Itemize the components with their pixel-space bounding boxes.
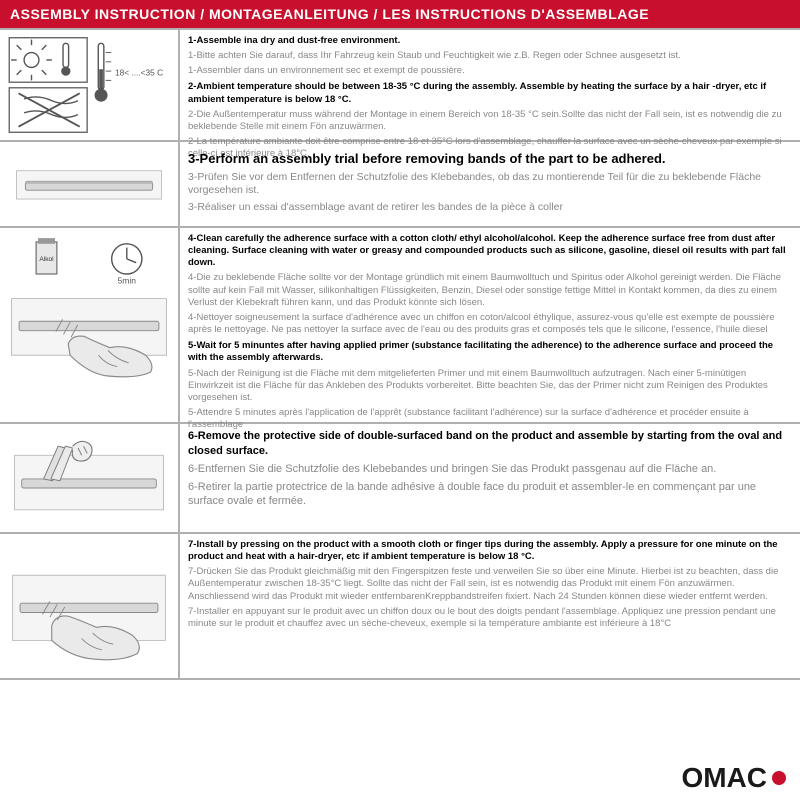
step-line: 2-Die Außentemperatur muss während der M… xyxy=(188,109,792,133)
step-bold: 5-Wait for 5 minuntes after having appli… xyxy=(188,340,773,363)
footer-brand: OMAC xyxy=(681,762,786,794)
illustration-cell xyxy=(0,534,180,678)
instruction-text: 1-Assemble ina dry and dust-free environ… xyxy=(180,30,800,140)
step-bold: 1-Assemble ina dry and dust-free environ… xyxy=(188,35,400,46)
brand-dot-icon xyxy=(772,771,786,785)
header-title: ASSEMBLY INSTRUCTION / MONTAGEANLEITUNG … xyxy=(10,6,649,22)
header-bar: ASSEMBLY INSTRUCTION / MONTAGEANLEITUNG … xyxy=(0,0,800,30)
step-line: 3-Réaliser un essai d'assemblage avant d… xyxy=(188,201,792,214)
instruction-row: 18< ....<35 C 1-Assemble ina dry and dus… xyxy=(0,30,800,142)
instruction-rows: 18< ....<35 C 1-Assemble ina dry and dus… xyxy=(0,30,800,680)
instruction-row: Alkol 5min 4-Clean carefully the adheren… xyxy=(0,228,800,424)
step-bold: 2-Ambient temperature should be between … xyxy=(188,81,766,104)
illustration-cell: 18< ....<35 C xyxy=(0,30,180,140)
illustration-cell xyxy=(0,142,180,226)
instruction-text: 7-Install by pressing on the product wit… xyxy=(180,534,800,678)
step-line: 6-Retirer la partie protectrice de la ba… xyxy=(188,480,792,510)
step-line: 7-Installer en appuyant sur le produit a… xyxy=(188,606,792,630)
instruction-text: 4-Clean carefully the adherence surface … xyxy=(180,228,800,422)
step-line: 4-Nettoyer soigneusement la surface d'ad… xyxy=(188,312,792,336)
peel-tape-icon xyxy=(4,428,174,528)
step-line: 1-Bitte achten Sie darauf, dass Ihr Fahr… xyxy=(188,50,792,62)
step-bold: 6-Remove the protective side of double-s… xyxy=(188,430,782,457)
trial-fit-icon xyxy=(4,146,174,222)
step-bold: 3-Perform an assembly trial before remov… xyxy=(188,151,666,166)
press-install-icon xyxy=(4,538,174,674)
svg-text:5min: 5min xyxy=(118,275,137,285)
instruction-text: 6-Remove the protective side of double-s… xyxy=(180,424,800,532)
step-bold: 7-Install by pressing on the product wit… xyxy=(188,539,778,562)
cleaning-icon: Alkol 5min xyxy=(4,232,174,418)
brand-text: OMAC xyxy=(681,762,767,794)
step-bold: 4-Clean carefully the adherence surface … xyxy=(188,233,786,268)
step-line: 1-Assembler dans un environnement sec et… xyxy=(188,65,792,77)
illustration-cell: Alkol 5min xyxy=(0,228,180,422)
step-line: 3-Prüfen Sie vor dem Entfernen der Schut… xyxy=(188,171,792,198)
instruction-row: 7-Install by pressing on the product wit… xyxy=(0,534,800,680)
step-line: 5-Nach der Reinigung ist die Fläche mit … xyxy=(188,368,792,404)
step-line: 4-Die zu beklebende Fläche sollte vor de… xyxy=(188,272,792,308)
instruction-row: 6-Remove the protective side of double-s… xyxy=(0,424,800,534)
temperature-sun-icon: 18< ....<35 C xyxy=(4,34,174,136)
step-line: 6-Entfernen Sie die Schutzfolie des Kleb… xyxy=(188,462,792,477)
instruction-row: 3-Perform an assembly trial before remov… xyxy=(0,142,800,228)
svg-text:18< ....<35 C: 18< ....<35 C xyxy=(115,68,163,78)
instruction-text: 3-Perform an assembly trial before remov… xyxy=(180,142,800,226)
step-line: 7-Drücken Sie das Produkt gleichmäßig mi… xyxy=(188,566,792,602)
svg-text:Alkol: Alkol xyxy=(39,256,54,263)
illustration-cell xyxy=(0,424,180,532)
